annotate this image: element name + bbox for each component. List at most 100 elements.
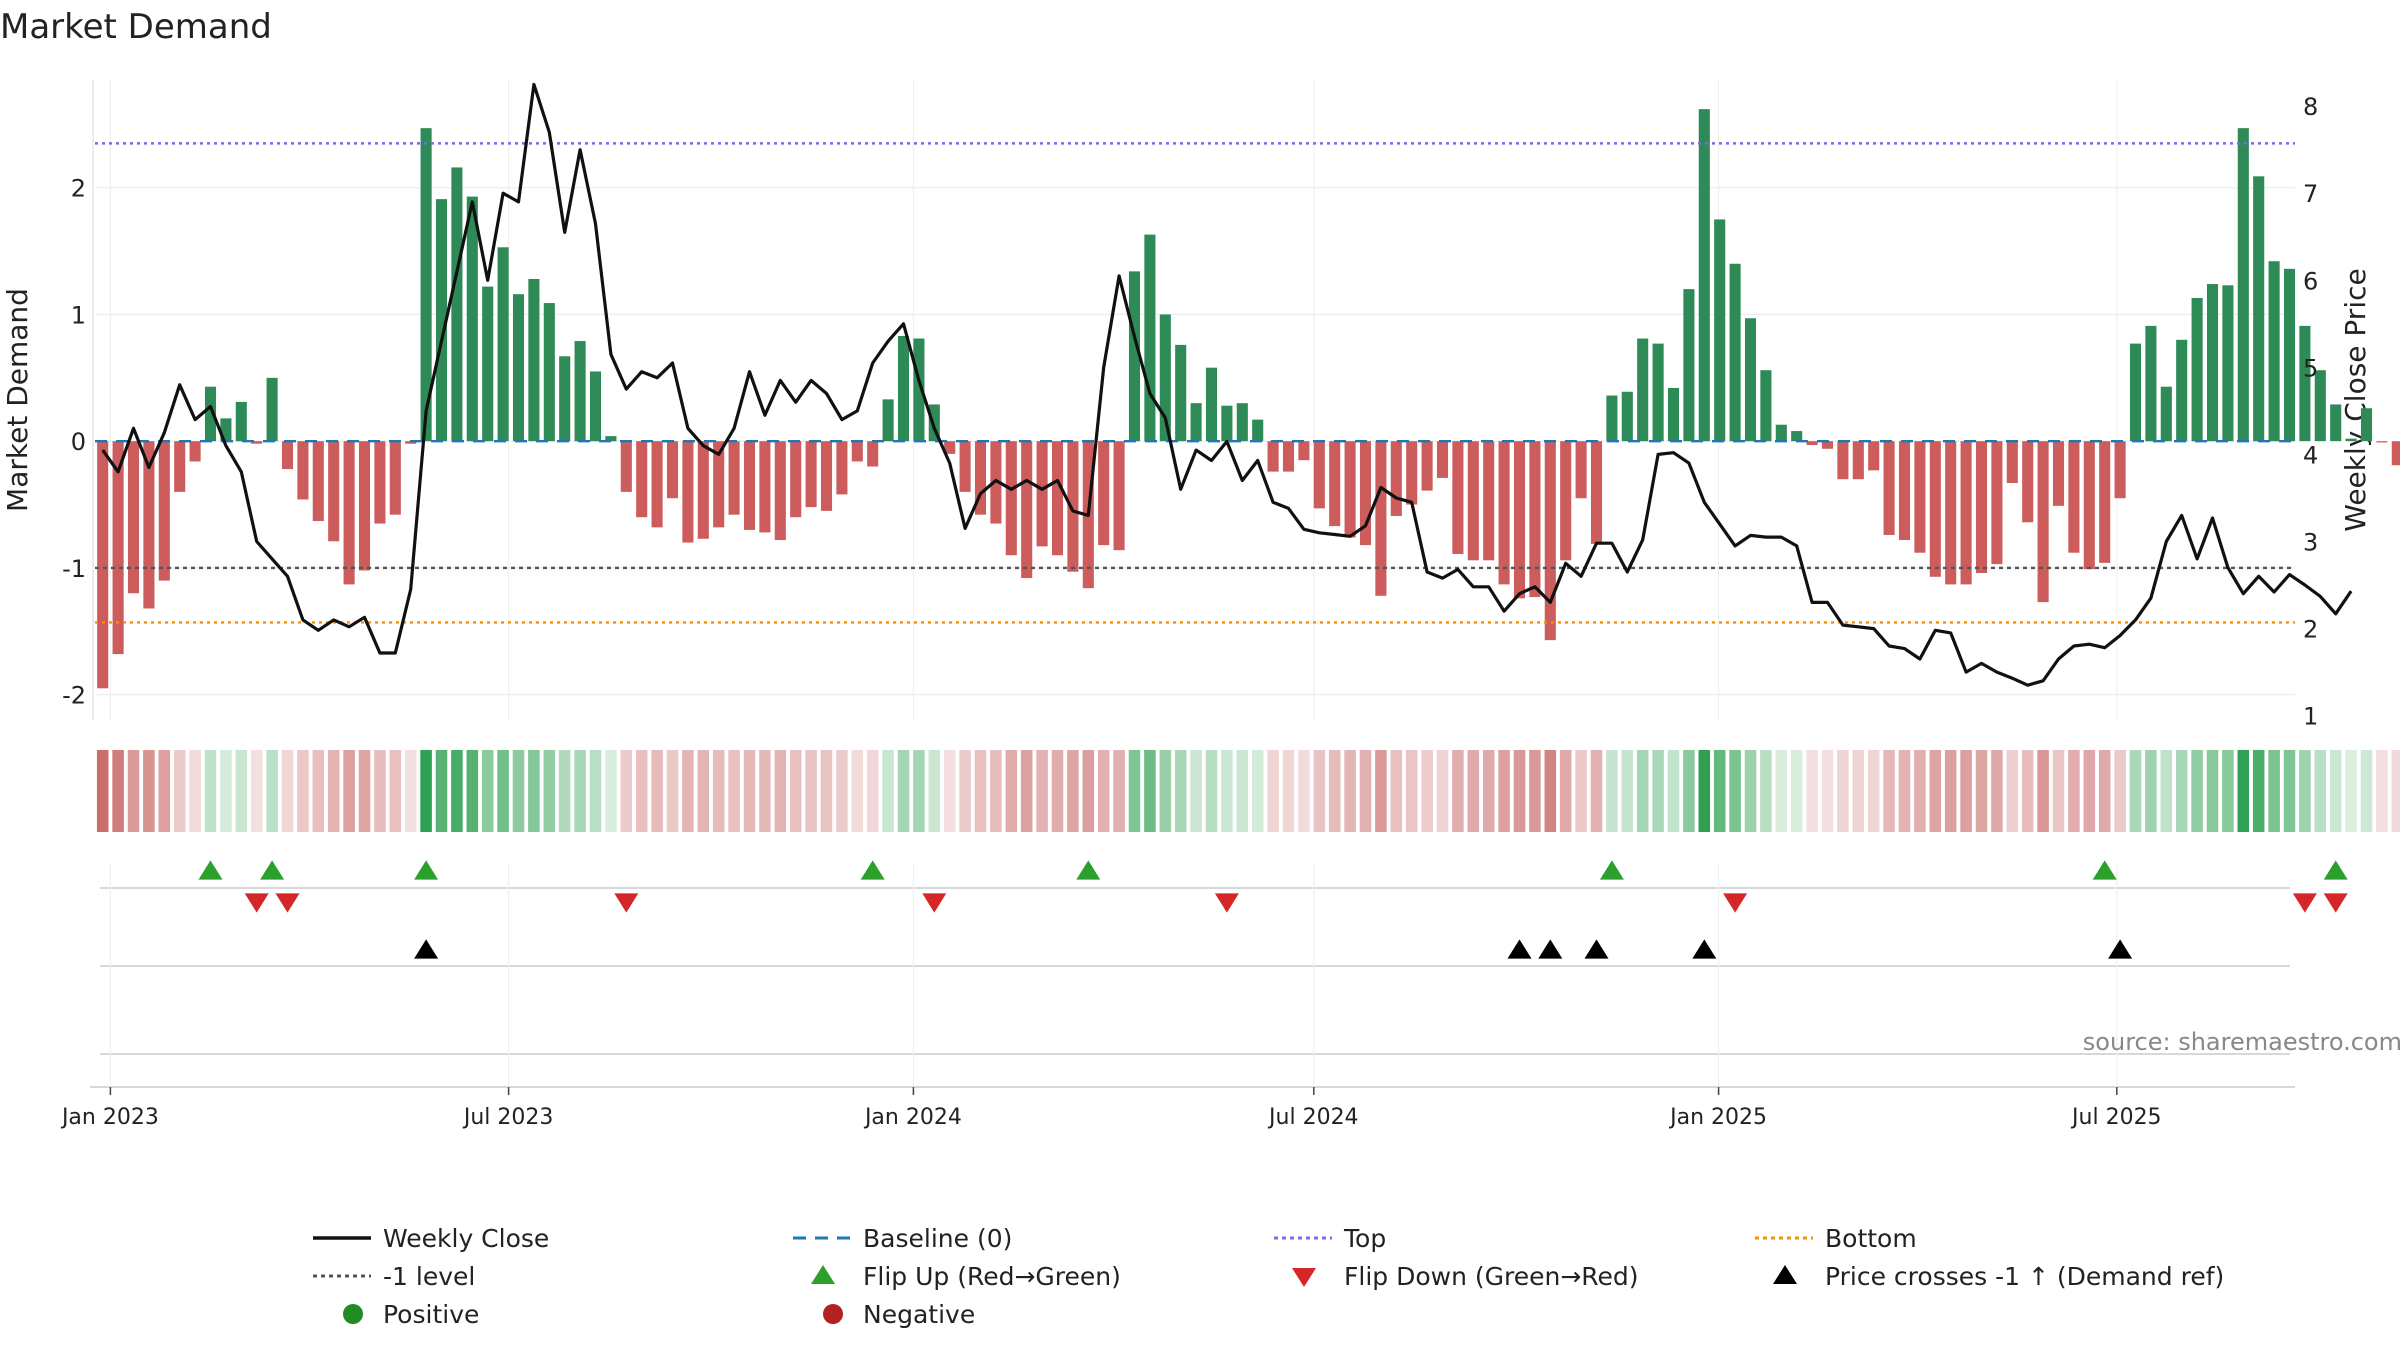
right-tick-label: 2 bbox=[2303, 616, 2318, 644]
right-tick-label: 7 bbox=[2303, 180, 2318, 208]
heat-cell bbox=[466, 750, 479, 832]
heat-cell bbox=[805, 750, 817, 832]
heat-cell bbox=[389, 750, 402, 832]
demand-bar-positive bbox=[435, 199, 448, 442]
demand-bar-negative bbox=[867, 441, 879, 467]
demand-heat-strip bbox=[96, 750, 2400, 832]
demand-bar-negative bbox=[1267, 441, 1279, 472]
heat-cell bbox=[1282, 750, 1295, 832]
legend-item-cross: Price crosses -1 ↑ (Demand ref) bbox=[1773, 1262, 2224, 1291]
heat-cell bbox=[2068, 750, 2080, 832]
flip-down-marker bbox=[1723, 893, 1748, 913]
demand-bar-positive bbox=[420, 128, 432, 442]
chart-title: Market Demand bbox=[0, 7, 272, 47]
heat-cell bbox=[1806, 750, 1818, 832]
demand-bar-negative bbox=[2068, 441, 2080, 553]
heat-cell bbox=[1575, 750, 1587, 832]
heat-cell bbox=[2222, 750, 2234, 832]
flip-down-marker bbox=[922, 893, 947, 913]
heat-cell bbox=[343, 750, 355, 832]
heat-cell bbox=[2391, 750, 2400, 832]
demand-bar-negative bbox=[2022, 441, 2034, 523]
demand-bar-negative bbox=[389, 441, 401, 515]
heat-cell bbox=[589, 750, 602, 832]
legend-label: Baseline (0) bbox=[863, 1224, 1012, 1253]
demand-bar-negative bbox=[1529, 441, 1541, 598]
heat-cell bbox=[220, 750, 232, 832]
heat-cell bbox=[851, 750, 864, 832]
x-tick-label: Jan 2025 bbox=[1668, 1105, 1767, 1130]
heat-cell bbox=[327, 750, 340, 832]
demand-bar-negative bbox=[1067, 441, 1079, 572]
left-tick-label: 0 bbox=[71, 428, 86, 456]
demand-bar-negative bbox=[1021, 441, 1033, 579]
demand-bar-negative bbox=[1282, 441, 1295, 472]
legend-label: Bottom bbox=[1825, 1224, 1917, 1253]
demand-bar-negative bbox=[774, 441, 786, 541]
heat-cell bbox=[481, 750, 494, 832]
heat-cell bbox=[1359, 750, 1372, 832]
cross-marker bbox=[414, 939, 439, 959]
x-tick-label: Jan 2023 bbox=[60, 1105, 159, 1130]
heat-cell bbox=[2329, 750, 2342, 832]
demand-bar-negative bbox=[959, 441, 971, 492]
legend-item-minus-one: -1 level bbox=[313, 1262, 475, 1291]
heat-cell bbox=[2098, 750, 2111, 832]
heat-cell bbox=[2299, 750, 2311, 832]
demand-bar-positive bbox=[882, 399, 894, 442]
demand-bar-negative bbox=[1898, 441, 1911, 541]
demand-bar-negative bbox=[143, 441, 155, 609]
heat-cell bbox=[666, 750, 679, 832]
legend-swatch bbox=[343, 1304, 363, 1324]
demand-bar-positive bbox=[1667, 387, 1680, 442]
legend-label: Top bbox=[1343, 1224, 1386, 1253]
heat-cell bbox=[1375, 750, 1387, 832]
heat-cell bbox=[1328, 750, 1341, 832]
demand-bar-positive bbox=[2253, 176, 2265, 442]
demand-bar-negative bbox=[1914, 441, 1926, 553]
demand-bar-negative bbox=[1498, 441, 1510, 585]
legend-item-negative: Negative bbox=[823, 1300, 975, 1329]
demand-bar-positive bbox=[2299, 325, 2311, 442]
demand-bar-positive bbox=[2345, 438, 2357, 442]
demand-bar-positive bbox=[2145, 325, 2157, 442]
heat-cell bbox=[2083, 750, 2096, 832]
demand-bar-negative bbox=[312, 441, 324, 522]
demand-bar-negative bbox=[1298, 441, 1310, 461]
heat-cell bbox=[1036, 750, 1048, 832]
demand-bar-negative bbox=[1036, 441, 1048, 547]
x-tick-label: Jul 2024 bbox=[1267, 1105, 1359, 1130]
heat-cell bbox=[1837, 750, 1849, 832]
heat-cell bbox=[1790, 750, 1803, 832]
demand-bar-positive bbox=[2268, 261, 2280, 442]
demand-bar-negative bbox=[1329, 441, 1341, 527]
heat-cell bbox=[497, 750, 509, 832]
demand-bar-negative bbox=[2114, 441, 2126, 499]
flip-up-marker bbox=[260, 860, 285, 880]
heat-cell bbox=[1313, 750, 1326, 832]
left-tick-label: 2 bbox=[71, 175, 86, 203]
heat-cell bbox=[1698, 750, 1711, 832]
demand-bar-positive bbox=[451, 167, 463, 442]
heat-cell bbox=[2129, 750, 2142, 832]
heat-cell bbox=[651, 750, 663, 832]
demand-bar-negative bbox=[944, 441, 956, 454]
heat-cell bbox=[1867, 750, 1880, 832]
demand-bar-positive bbox=[266, 377, 278, 442]
heat-cell bbox=[1128, 750, 1141, 832]
heat-cell bbox=[1405, 750, 1418, 832]
demand-bar-negative bbox=[2083, 441, 2095, 570]
demand-bar-positive bbox=[605, 436, 617, 442]
demand-bar-positive bbox=[1144, 234, 1156, 442]
demand-bar-negative bbox=[1590, 441, 1603, 544]
left-tick-label: -2 bbox=[62, 682, 86, 710]
demand-bar-negative bbox=[1560, 441, 1572, 561]
heat-cell bbox=[1020, 750, 1033, 832]
demand-bar-positive bbox=[897, 336, 910, 442]
demand-bar-negative bbox=[2391, 441, 2400, 466]
heat-cell bbox=[1590, 750, 1603, 832]
heat-cell bbox=[543, 750, 556, 832]
demand-bar-positive bbox=[543, 303, 555, 442]
demand-bar-negative bbox=[836, 441, 848, 495]
demand-bar-negative bbox=[1883, 441, 1895, 535]
